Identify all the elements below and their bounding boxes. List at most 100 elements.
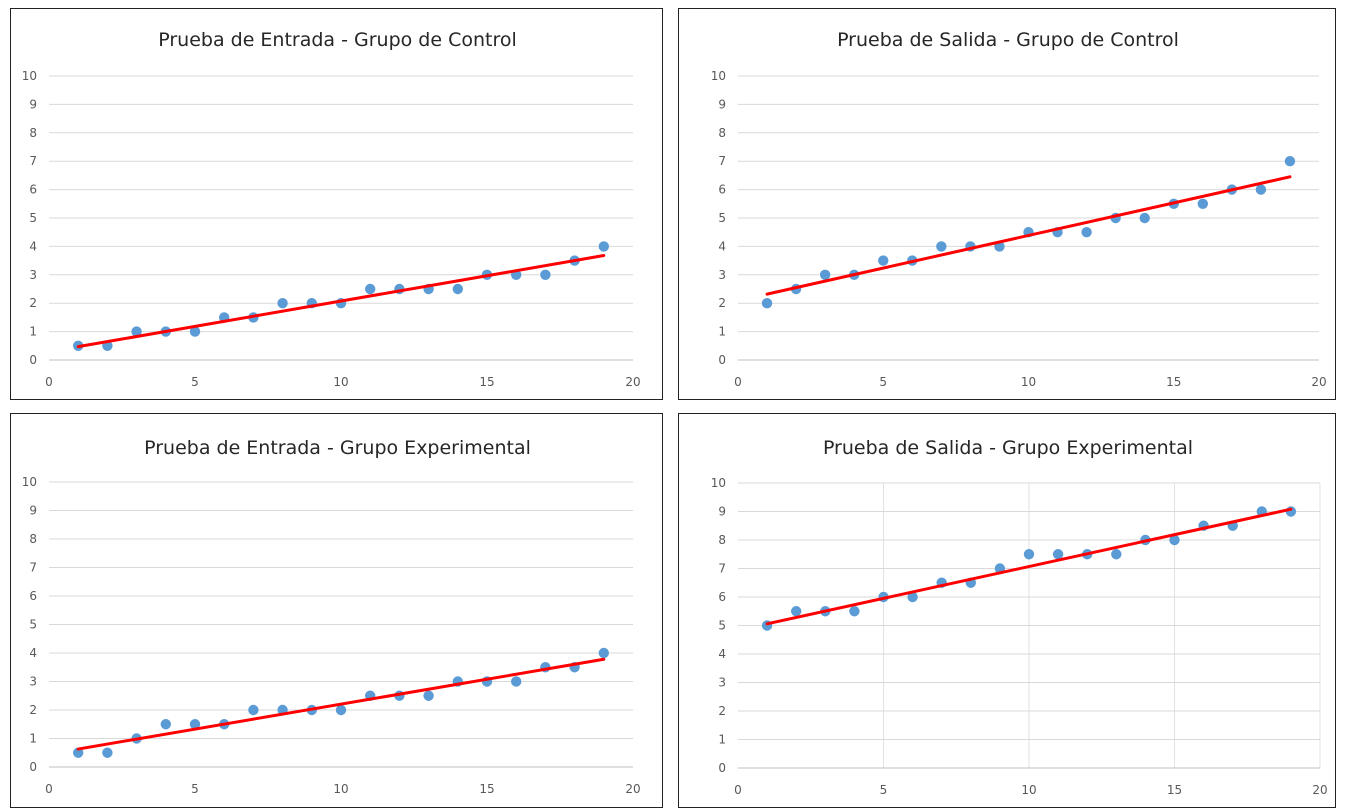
chart-svg-4: Prueba de Salida - Grupo Experimental 0 1 2… — [679, 414, 1337, 809]
data-point — [1285, 156, 1295, 166]
data-point — [248, 705, 258, 715]
y-tick-label: 10 — [711, 69, 726, 83]
x-tick-label: 15 — [479, 375, 494, 389]
chart-panel-1: Prueba de Entrada - Grupo de Control 0 1 2 3… — [10, 8, 663, 400]
y-tick-label: 10 — [711, 476, 726, 490]
chart-title: Prueba de Entrada - Grupo Experimental — [144, 437, 531, 459]
y-tick-label: 0 — [29, 760, 37, 774]
data-point — [453, 284, 463, 294]
y-tick-label: 2 — [29, 703, 37, 717]
data-point — [820, 270, 830, 280]
y-tick-label: 0 — [29, 353, 37, 367]
y-tick-label: 8 — [29, 126, 37, 140]
y-tick-label: 7 — [29, 561, 37, 575]
y-tick-label: 5 — [29, 618, 37, 632]
y-tick-label: 3 — [29, 675, 37, 689]
chart-panel-3: Prueba de Entrada - Grupo Experimental 0 1… — [10, 413, 663, 808]
y-tick-label: 2 — [29, 296, 37, 310]
data-point — [1024, 549, 1034, 559]
data-point — [277, 298, 287, 308]
x-tick-label: 10 — [333, 782, 348, 796]
y-tick-label: 2 — [718, 704, 726, 718]
y-tick-label: 0 — [718, 761, 726, 775]
data-point — [540, 270, 550, 280]
x-tick-label: 20 — [625, 782, 640, 796]
y-tick-label: 5 — [718, 619, 726, 633]
y-tick-label: 1 — [718, 325, 726, 339]
y-tick-label: 1 — [29, 325, 37, 339]
x-tick-label: 5 — [879, 375, 887, 389]
x-tick-label: 15 — [479, 782, 494, 796]
y-tick-label: 3 — [718, 268, 726, 282]
y-tick-label: 9 — [718, 505, 726, 519]
y-tick-label: 7 — [718, 562, 726, 576]
y-tick-label: 4 — [29, 646, 37, 660]
y-tick-label: 6 — [718, 183, 726, 197]
data-point — [849, 606, 859, 616]
x-tick-label: 0 — [45, 782, 53, 796]
data-point — [936, 241, 946, 251]
data-point — [1140, 213, 1150, 223]
data-point — [878, 255, 888, 265]
y-tick-label: 7 — [29, 154, 37, 168]
data-point — [1081, 227, 1091, 237]
y-tick-label: 4 — [718, 647, 726, 661]
x-tick-label: 10 — [1021, 783, 1036, 797]
data-point — [511, 676, 521, 686]
y-tick-label: 6 — [29, 589, 37, 603]
chart-panel-2: Prueba de Salida - Grupo de Control 0 1 2 3 4… — [678, 8, 1336, 400]
y-tick-label: 8 — [718, 126, 726, 140]
data-point — [599, 241, 609, 251]
data-point — [336, 705, 346, 715]
x-tick-label: 5 — [191, 375, 199, 389]
y-tick-label: 10 — [22, 475, 37, 489]
chart-svg-2: Prueba de Salida - Grupo de Control 0 1 2 3 4… — [679, 9, 1337, 401]
trendline — [78, 659, 604, 749]
y-tick-label: 6 — [29, 183, 37, 197]
y-tick-label: 5 — [29, 211, 37, 225]
x-tick-label: 10 — [1021, 375, 1036, 389]
y-tick-label: 7 — [718, 154, 726, 168]
x-tick-label: 15 — [1167, 783, 1182, 797]
y-tick-label: 2 — [718, 296, 726, 310]
y-tick-label: 4 — [29, 239, 37, 253]
y-tick-label: 10 — [22, 69, 37, 83]
y-tick-label: 4 — [718, 239, 726, 253]
data-point — [102, 748, 112, 758]
x-tick-label: 20 — [1312, 783, 1327, 797]
x-tick-label: 15 — [1166, 375, 1181, 389]
data-point — [423, 691, 433, 701]
chart-title: Prueba de Salida - Grupo Experimental — [823, 437, 1193, 459]
y-tick-label: 6 — [718, 590, 726, 604]
trendline — [78, 255, 604, 346]
y-tick-label: 3 — [29, 268, 37, 282]
y-tick-label: 8 — [718, 533, 726, 547]
x-tick-label: 10 — [333, 375, 348, 389]
chart-panel-4: Prueba de Salida - Grupo Experimental 0 1 2… — [678, 413, 1336, 808]
y-tick-label: 5 — [718, 211, 726, 225]
trendline — [767, 177, 1290, 294]
data-point — [161, 719, 171, 729]
data-point — [762, 298, 772, 308]
data-point — [1111, 549, 1121, 559]
data-point — [599, 648, 609, 658]
data-point — [365, 284, 375, 294]
x-tick-label: 0 — [734, 783, 742, 797]
x-tick-label: 0 — [734, 375, 742, 389]
y-tick-label: 1 — [718, 733, 726, 747]
y-tick-label: 1 — [29, 732, 37, 746]
chart-svg-3: Prueba de Entrada - Grupo Experimental 0 1… — [11, 414, 664, 809]
x-tick-label: 20 — [1311, 375, 1326, 389]
x-tick-label: 5 — [191, 782, 199, 796]
chart-svg-1: Prueba de Entrada - Grupo de Control 0 1 2 3… — [11, 9, 664, 401]
data-point — [791, 606, 801, 616]
chart-title: Prueba de Entrada - Grupo de Control — [158, 29, 517, 51]
chart-title: Prueba de Salida - Grupo de Control — [837, 29, 1179, 51]
y-tick-label: 9 — [29, 504, 37, 518]
y-tick-label: 3 — [718, 676, 726, 690]
data-point — [1198, 199, 1208, 209]
y-tick-label: 8 — [29, 532, 37, 546]
y-tick-label: 9 — [29, 97, 37, 111]
x-tick-label: 20 — [625, 375, 640, 389]
data-point — [1256, 184, 1266, 194]
